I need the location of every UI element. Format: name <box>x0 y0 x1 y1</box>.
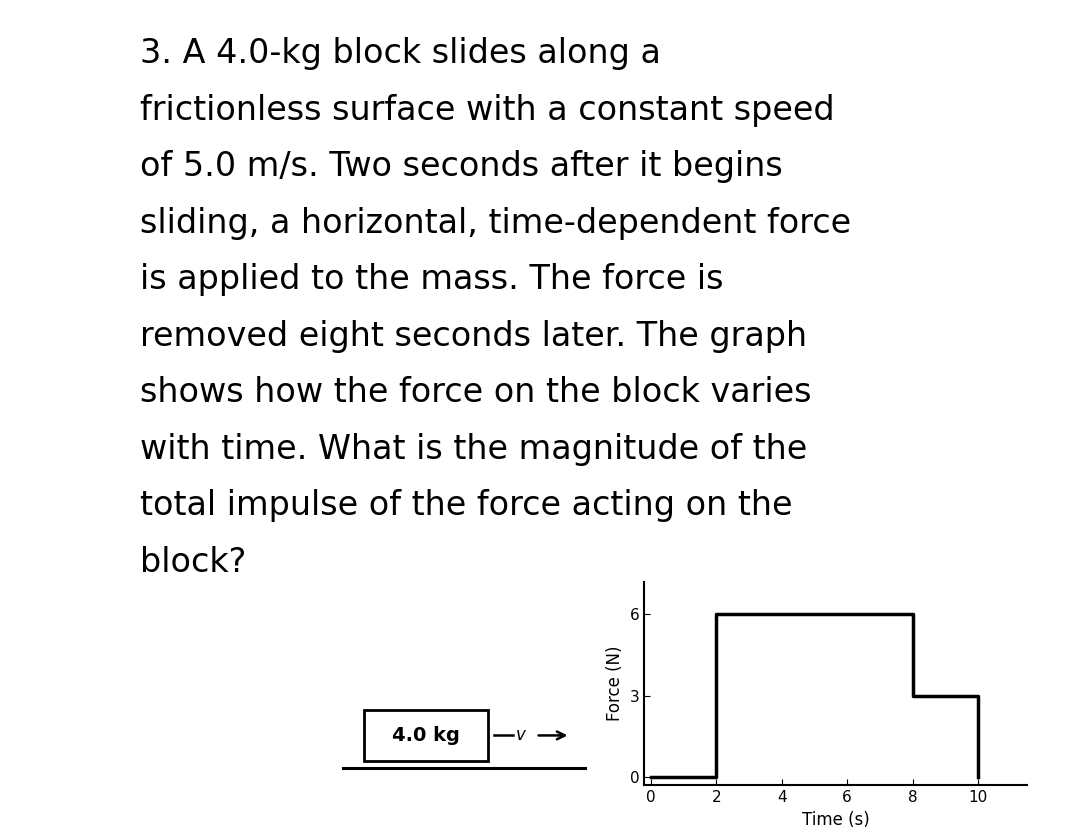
Text: is applied to the mass. The force is: is applied to the mass. The force is <box>140 263 724 297</box>
Text: of 5.0 m/s. Two seconds after it begins: of 5.0 m/s. Two seconds after it begins <box>140 150 783 184</box>
X-axis label: Time (s): Time (s) <box>802 811 870 829</box>
Text: block?: block? <box>140 546 247 579</box>
Text: v: v <box>517 726 527 745</box>
Bar <box>365 710 488 761</box>
Text: frictionless surface with a constant speed: frictionless surface with a constant spe… <box>140 94 835 127</box>
Text: with time. What is the magnitude of the: with time. What is the magnitude of the <box>140 433 807 466</box>
Text: 4.0 kg: 4.0 kg <box>393 726 460 745</box>
Text: total impulse of the force acting on the: total impulse of the force acting on the <box>140 489 793 523</box>
Text: shows how the force on the block varies: shows how the force on the block varies <box>140 376 811 410</box>
Text: sliding, a horizontal, time-dependent force: sliding, a horizontal, time-dependent fo… <box>140 207 851 240</box>
Y-axis label: Force (N): Force (N) <box>606 646 624 721</box>
Text: 3. A 4.0-kg block slides along a: 3. A 4.0-kg block slides along a <box>140 37 661 71</box>
Text: removed eight seconds later. The graph: removed eight seconds later. The graph <box>140 320 807 353</box>
